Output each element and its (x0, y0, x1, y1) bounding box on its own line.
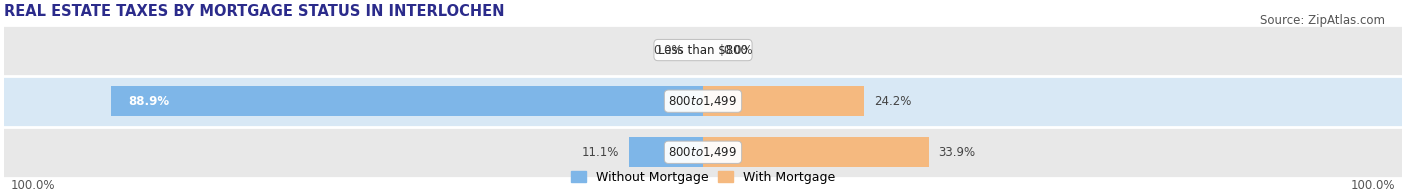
Text: REAL ESTATE TAXES BY MORTGAGE STATUS IN INTERLOCHEN: REAL ESTATE TAXES BY MORTGAGE STATUS IN … (4, 4, 505, 19)
Legend: Without Mortgage, With Mortgage: Without Mortgage, With Mortgage (571, 171, 835, 184)
Text: 24.2%: 24.2% (875, 95, 911, 108)
Bar (703, 137, 928, 167)
Text: $800 to $1,499: $800 to $1,499 (668, 145, 738, 159)
Bar (4, 127, 1402, 178)
Text: 100.0%: 100.0% (1351, 179, 1395, 192)
Text: $800 to $1,499: $800 to $1,499 (668, 94, 738, 108)
Bar (628, 137, 703, 167)
Text: 88.9%: 88.9% (128, 95, 169, 108)
Bar (703, 86, 865, 116)
Text: 100.0%: 100.0% (11, 179, 55, 192)
Text: 0.0%: 0.0% (723, 44, 752, 57)
Text: 0.0%: 0.0% (654, 44, 683, 57)
Bar (4, 76, 1402, 127)
Text: Less than $800: Less than $800 (658, 44, 748, 57)
Text: 11.1%: 11.1% (582, 146, 619, 159)
Text: Source: ZipAtlas.com: Source: ZipAtlas.com (1260, 14, 1385, 27)
Bar (111, 86, 703, 116)
Text: 33.9%: 33.9% (939, 146, 976, 159)
Bar (4, 24, 1402, 76)
